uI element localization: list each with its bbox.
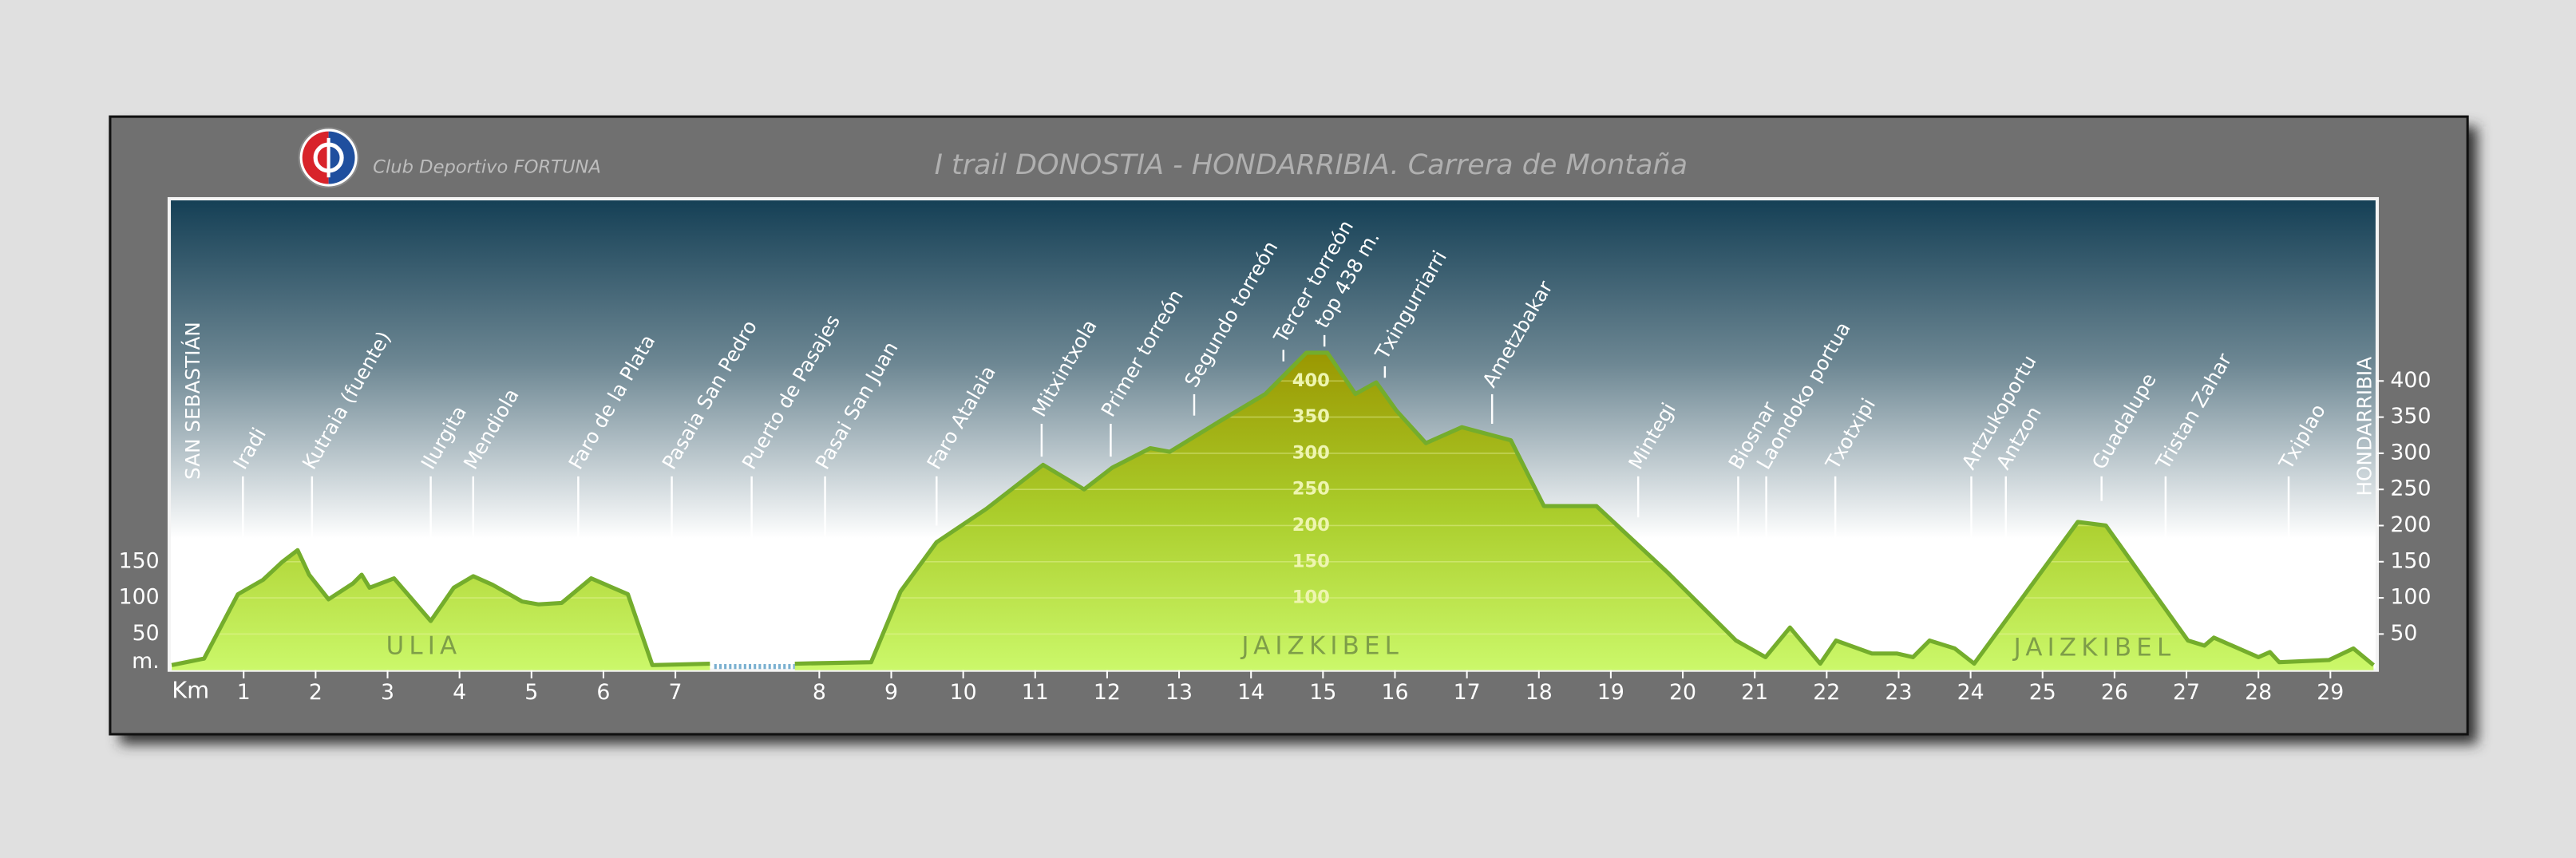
chart-title: I trail DONOSTIA - HONDARRIBIA. Carrera … bbox=[935, 149, 1688, 181]
area-fill bbox=[172, 352, 2374, 670]
x-tick-label: 22 bbox=[1813, 680, 1840, 705]
y2-tick-label: 50 bbox=[2390, 621, 2417, 646]
x-tick-label: 16 bbox=[1381, 680, 1408, 705]
region-label: ULIA bbox=[386, 631, 462, 660]
x-tick-label: 10 bbox=[950, 680, 977, 705]
x-tick-label: 4 bbox=[453, 680, 466, 705]
region-label: JAIZKIBEL bbox=[1240, 631, 1403, 660]
logo bbox=[298, 127, 359, 188]
x-tick-label: 21 bbox=[1741, 680, 1768, 705]
x-tick-label: 12 bbox=[1094, 680, 1121, 705]
y-tick-label: 50 bbox=[133, 621, 160, 646]
y-tick-label: 100 bbox=[119, 585, 160, 610]
y2-tick-label: 150 bbox=[2390, 548, 2431, 573]
x-tick-label: 6 bbox=[596, 680, 610, 705]
region-label: JAIZKIBEL bbox=[2012, 633, 2176, 662]
y2-tick-label: 300 bbox=[2390, 440, 2431, 465]
x-tick-label: 9 bbox=[884, 680, 898, 705]
x-tick-label: 15 bbox=[1309, 680, 1336, 705]
x-tick-label: 14 bbox=[1237, 680, 1264, 705]
y-axis-label: m. bbox=[132, 649, 160, 674]
x-tick-label: 2 bbox=[309, 680, 322, 705]
center-tick-label: 150 bbox=[1292, 551, 1330, 571]
center-tick-label: 200 bbox=[1292, 515, 1330, 536]
x-tick-label: 3 bbox=[381, 680, 394, 705]
x-tick-label: 17 bbox=[1454, 680, 1481, 705]
center-tick-label: 100 bbox=[1292, 587, 1330, 608]
end-label: HONDARRIBIA bbox=[2353, 357, 2376, 496]
x-tick-label: 25 bbox=[2029, 680, 2056, 705]
x-tick-label: 27 bbox=[2173, 680, 2200, 705]
x-tick-label: 8 bbox=[813, 680, 826, 705]
profile-line bbox=[171, 350, 2376, 667]
center-tick-label: 300 bbox=[1292, 442, 1330, 463]
y2-tick-label: 400 bbox=[2390, 368, 2431, 393]
x-tick-label: 11 bbox=[1022, 680, 1049, 705]
x-tick-label: 13 bbox=[1165, 680, 1193, 705]
y2-tick-label: 100 bbox=[2390, 585, 2431, 610]
x-tick-label: 26 bbox=[2101, 680, 2128, 705]
center-tick-label: 400 bbox=[1292, 370, 1330, 391]
x-tick-label: 19 bbox=[1597, 680, 1624, 705]
x-tick-label: 24 bbox=[1957, 680, 1984, 705]
start-label: SAN SEBASTIÁN bbox=[181, 322, 204, 480]
x-tick-label: 29 bbox=[2317, 680, 2344, 705]
x-tick-label: 18 bbox=[1525, 680, 1553, 705]
y2-tick-label: 350 bbox=[2390, 404, 2431, 429]
x-tick-label: 5 bbox=[524, 680, 538, 705]
center-tick-label: 250 bbox=[1292, 479, 1330, 500]
x-tick-label: 1 bbox=[237, 680, 251, 705]
y2-tick-label: 250 bbox=[2390, 476, 2431, 501]
x-tick-label: 28 bbox=[2245, 680, 2272, 705]
logo-text: Club Deportivo FORTUNA bbox=[373, 156, 601, 177]
x-tick-label: 20 bbox=[1669, 680, 1696, 705]
y-tick-label: 150 bbox=[119, 548, 160, 573]
y2-tick-label: 200 bbox=[2390, 512, 2431, 537]
center-tick-label: 350 bbox=[1292, 406, 1330, 427]
x-axis-label: Km bbox=[172, 676, 209, 703]
x-tick-label: 23 bbox=[1885, 680, 1912, 705]
x-tick-label: 7 bbox=[669, 680, 683, 705]
